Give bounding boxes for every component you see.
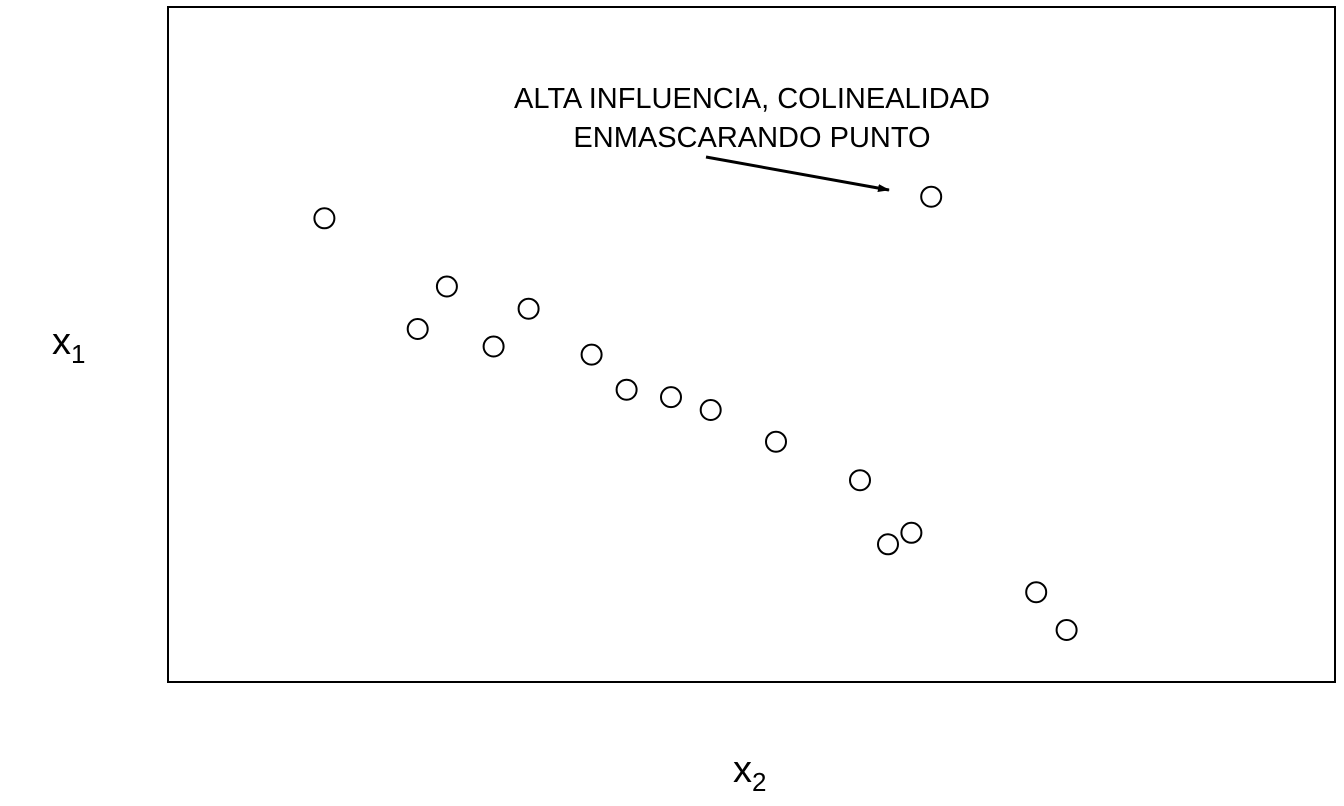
x-axis-label-subscript: 2 xyxy=(752,767,766,797)
y-axis-label-main: x xyxy=(52,321,71,363)
data-point xyxy=(765,430,787,453)
data-point xyxy=(849,469,871,492)
plot-frame xyxy=(167,6,1336,683)
data-point xyxy=(517,297,540,320)
y-axis-label-subscript: 1 xyxy=(71,339,85,369)
annotation-line-1: ALTA INFLUENCIA, COLINEALIDAD xyxy=(514,83,990,115)
points-layer xyxy=(313,185,1078,641)
annotation-arrow xyxy=(705,155,890,192)
data-point xyxy=(406,318,429,340)
data-point xyxy=(900,521,923,544)
x-axis-label-main: x xyxy=(733,749,752,791)
data-point xyxy=(615,378,638,401)
data-point xyxy=(660,386,682,409)
x-axis-label: x2 xyxy=(733,749,766,797)
data-point xyxy=(313,207,336,230)
data-point xyxy=(877,533,899,556)
data-point xyxy=(435,275,458,298)
data-point xyxy=(1025,581,1048,604)
data-point xyxy=(699,399,722,421)
influential-point xyxy=(920,185,943,208)
data-point xyxy=(580,343,603,366)
data-point xyxy=(1055,619,1078,641)
y-axis-label: x1 xyxy=(52,321,85,369)
data-point xyxy=(482,335,505,358)
annotation-line-2: ENMASCARANDO PUNTO xyxy=(573,122,930,154)
